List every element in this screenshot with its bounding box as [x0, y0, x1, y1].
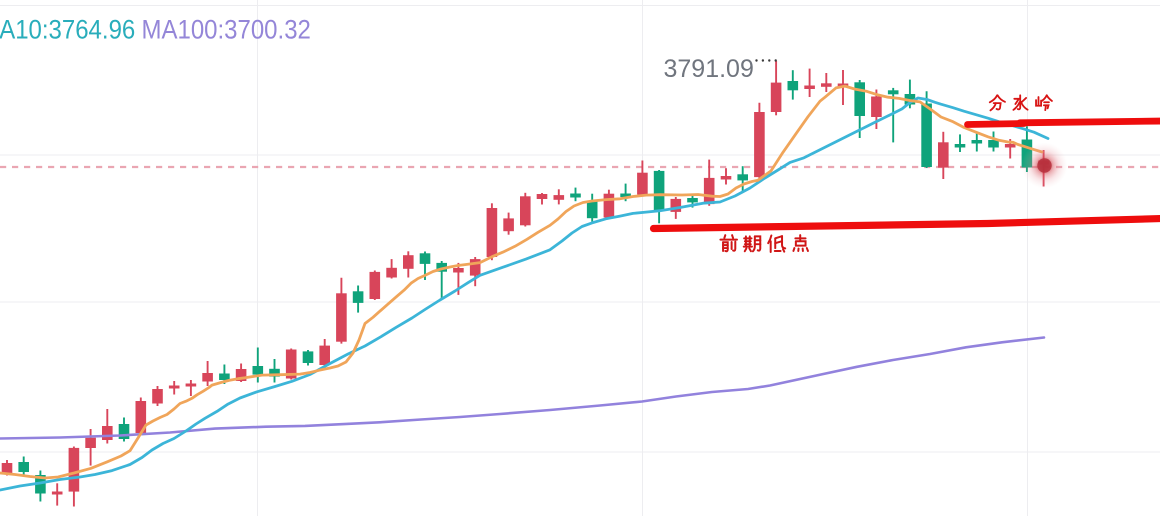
svg-text:3791.09: 3791.09	[664, 55, 754, 83]
svg-text:MA10:3764.96: MA10:3764.96	[0, 15, 135, 45]
svg-text:MA100:3700.32: MA100:3700.32	[142, 15, 311, 45]
